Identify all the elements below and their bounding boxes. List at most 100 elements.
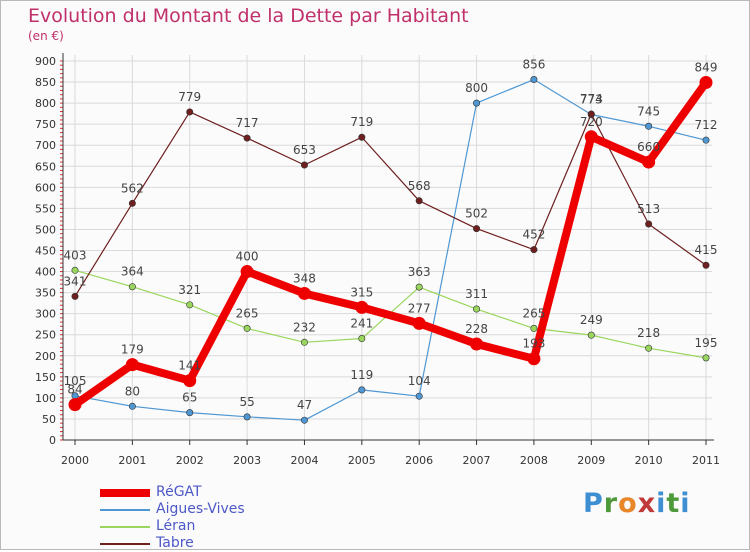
logo-letter: t bbox=[666, 488, 681, 519]
data-label: 720 bbox=[580, 115, 603, 129]
y-tick-label: 750 bbox=[35, 118, 56, 131]
data-label: 849 bbox=[695, 60, 718, 74]
data-label: 195 bbox=[695, 336, 718, 350]
data-label: 119 bbox=[350, 368, 373, 382]
data-label: 311 bbox=[465, 287, 488, 301]
data-label: 341 bbox=[64, 274, 87, 288]
y-tick-label: 700 bbox=[35, 139, 56, 152]
logo-letter: i bbox=[680, 488, 691, 519]
data-point bbox=[125, 358, 139, 372]
data-label: 400 bbox=[236, 250, 259, 264]
y-tick-label: 900 bbox=[35, 55, 56, 68]
series-line bbox=[74, 78, 707, 421]
data-point bbox=[71, 266, 79, 274]
data-label: 773 bbox=[580, 92, 603, 106]
x-tick-label: 2010 bbox=[635, 454, 663, 467]
data-label: 80 bbox=[125, 384, 140, 398]
y-tick-label: 450 bbox=[35, 245, 56, 258]
logo-letter: P bbox=[583, 488, 604, 519]
data-labels: 84 179 141 400 348 315 277 228 193 720 660 849 105 80… bbox=[64, 58, 718, 413]
data-label: 179 bbox=[121, 343, 144, 357]
data-label: 779 bbox=[178, 90, 201, 104]
x-tick-label: 2011 bbox=[692, 454, 720, 467]
data-point bbox=[183, 374, 197, 388]
data-point bbox=[473, 99, 481, 107]
logo-letter: i bbox=[656, 488, 667, 519]
x-tick-label: 2001 bbox=[118, 454, 146, 467]
legend-label: Tabre bbox=[156, 535, 194, 551]
legend-label: Aigues-Vives bbox=[156, 501, 245, 517]
data-label: 232 bbox=[293, 320, 316, 334]
data-point bbox=[473, 225, 481, 233]
chart-title: Evolution du Montant de la Dette par Hab… bbox=[28, 5, 469, 27]
data-point bbox=[530, 76, 538, 84]
x-tick-label: 2006 bbox=[405, 454, 433, 467]
y-tick-label: 500 bbox=[35, 223, 56, 236]
data-point bbox=[645, 122, 653, 130]
data-point bbox=[415, 392, 423, 400]
data-point bbox=[243, 324, 251, 332]
data-label: 65 bbox=[182, 391, 197, 405]
data-label: 141 bbox=[178, 359, 201, 373]
data-point bbox=[243, 413, 251, 421]
data-point bbox=[297, 286, 311, 300]
y-tick-label: 800 bbox=[35, 97, 56, 110]
legend-label: Léran bbox=[156, 518, 196, 534]
data-label: 452 bbox=[522, 228, 545, 242]
grid-lines bbox=[60, 55, 712, 441]
data-point bbox=[527, 352, 541, 366]
data-point bbox=[355, 300, 369, 314]
data-point bbox=[584, 130, 598, 144]
x-tick-label: 2007 bbox=[463, 454, 491, 467]
data-point bbox=[358, 386, 366, 394]
axes: 0 50 100 150 200 250 300 350 400 450 500 550 600 650 7… bbox=[35, 53, 720, 467]
data-point bbox=[587, 331, 595, 339]
data-point bbox=[243, 134, 251, 142]
data-point bbox=[240, 265, 254, 279]
y-tick-label: 350 bbox=[35, 287, 56, 300]
x-tick-label: 2008 bbox=[520, 454, 548, 467]
data-point bbox=[470, 337, 484, 351]
y-tick-label: 300 bbox=[35, 308, 56, 321]
data-label: 241 bbox=[350, 317, 373, 331]
data-label: 47 bbox=[297, 398, 312, 412]
x-tick-label: 2003 bbox=[233, 454, 261, 467]
data-label: 856 bbox=[522, 58, 545, 72]
series-lines bbox=[68, 75, 713, 424]
data-point bbox=[358, 335, 366, 343]
data-point bbox=[300, 161, 308, 169]
data-point bbox=[530, 246, 538, 254]
y-tick-label: 250 bbox=[35, 329, 56, 342]
data-point bbox=[300, 416, 308, 424]
data-point bbox=[645, 220, 653, 228]
y-tick-label: 850 bbox=[35, 76, 56, 89]
data-label: 55 bbox=[239, 395, 254, 409]
legend-swatch bbox=[100, 543, 150, 545]
x-tick-label: 2002 bbox=[176, 454, 204, 467]
data-point bbox=[128, 283, 136, 291]
data-point bbox=[412, 316, 426, 330]
data-label: 502 bbox=[465, 207, 488, 221]
data-point bbox=[415, 197, 423, 205]
data-point bbox=[68, 398, 82, 412]
data-label: 193 bbox=[522, 337, 545, 351]
legend-label: RéGAT bbox=[156, 484, 202, 500]
data-label: 321 bbox=[178, 283, 201, 297]
data-label: 277 bbox=[408, 301, 431, 315]
y-tick-label: 150 bbox=[35, 371, 56, 384]
data-label: 265 bbox=[236, 306, 259, 320]
data-point bbox=[128, 199, 136, 207]
y-tick-label: 550 bbox=[35, 202, 56, 215]
data-point bbox=[702, 261, 710, 269]
series-line bbox=[74, 111, 707, 298]
legend-swatch bbox=[100, 509, 150, 511]
data-label: 774 bbox=[580, 92, 603, 106]
proxiti-logo: Proxiti bbox=[583, 488, 691, 519]
data-label: 363 bbox=[408, 265, 431, 279]
data-point bbox=[699, 75, 713, 89]
data-label: 228 bbox=[465, 322, 488, 336]
y-tick-label: 100 bbox=[35, 392, 56, 405]
legend-swatch bbox=[100, 526, 150, 528]
data-label: 513 bbox=[637, 202, 660, 216]
